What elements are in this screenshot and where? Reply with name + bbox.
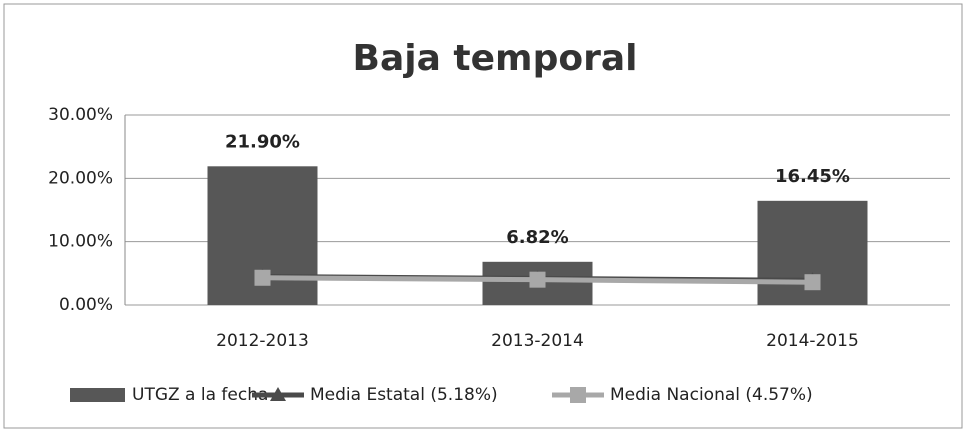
legend-label: Media Nacional (4.57%) <box>610 385 813 405</box>
x-tick-label: 2014-2015 <box>766 331 859 351</box>
y-tick-label: 20.00% <box>48 168 113 188</box>
legend-label: UTGZ a la fecha <box>132 385 268 405</box>
line-marker <box>804 274 821 291</box>
chart-title: Baja temporal <box>353 38 638 79</box>
legend-marker <box>570 387 586 403</box>
legend-swatch <box>70 388 125 402</box>
x-tick-label: 2012-2013 <box>216 331 309 351</box>
y-tick-label: 30.00% <box>48 105 113 125</box>
legend-label: Media Estatal (5.18%) <box>310 385 498 405</box>
y-tick-label: 10.00% <box>48 232 113 252</box>
chart-frame <box>3 3 963 429</box>
legend-marker <box>270 387 286 401</box>
line-marker <box>529 271 546 288</box>
y-tick-label: 0.00% <box>59 295 113 315</box>
data-label: 21.90% <box>225 131 300 152</box>
data-label: 6.82% <box>506 227 568 248</box>
x-tick-label: 2013-2014 <box>491 331 584 351</box>
data-label: 16.45% <box>775 166 850 187</box>
line-marker <box>254 269 271 286</box>
